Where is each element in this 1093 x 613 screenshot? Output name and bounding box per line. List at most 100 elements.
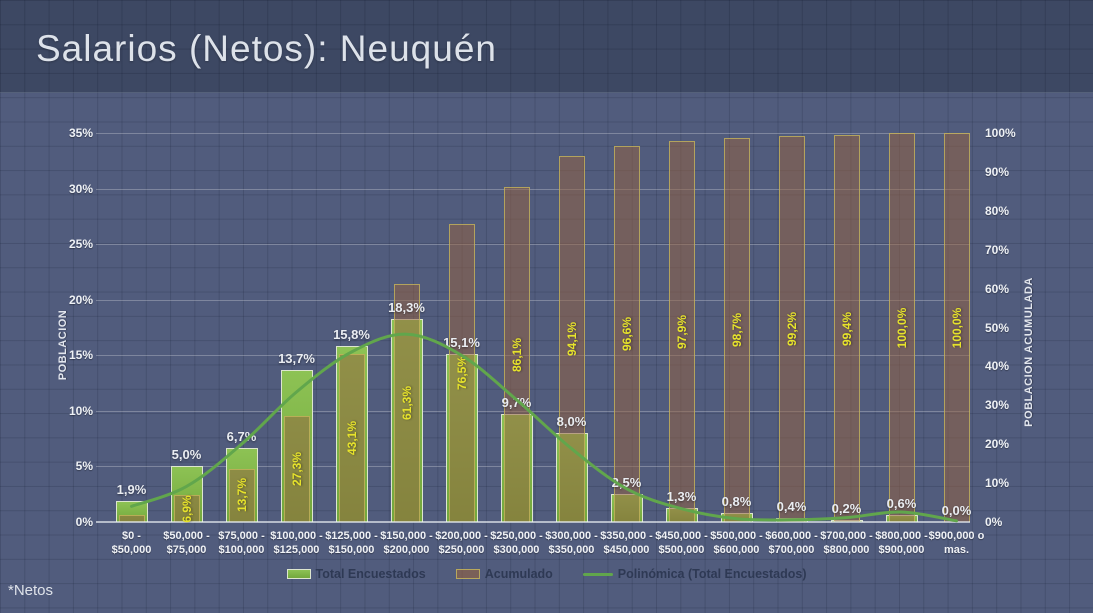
- x-axis-label-line: $50,000 -: [163, 530, 210, 542]
- x-axis-label-line: $75,000 -: [218, 530, 265, 542]
- chart-legend: Total Encuestados Acumulado Polinómica (…: [0, 567, 1093, 581]
- total-encuestados-data-label: 5,0%: [171, 447, 202, 463]
- x-axis-label-line: $800,000 -: [875, 530, 928, 542]
- legend-item-polinomica: Polinómica (Total Encuestados): [582, 567, 807, 581]
- x-axis-label-line: $100,000: [218, 543, 265, 556]
- x-axis-label-line: $200,000: [383, 543, 430, 556]
- x-axis-label-line: $250,000: [438, 543, 485, 556]
- x-axis-label-line: $100,000 -: [270, 530, 323, 542]
- acumulado-data-label: 61,3%: [399, 385, 414, 420]
- x-axis-label: $125,000 - $150,000: [324, 530, 380, 557]
- legend-label: Total Encuestados: [315, 567, 426, 581]
- right-axis-tick: 70%: [985, 242, 1010, 257]
- left-axis-tick: 10%: [68, 403, 93, 418]
- total-encuestados-data-label: 15,8%: [333, 327, 370, 343]
- left-axis-title: POBLACION: [57, 309, 69, 381]
- left-axis-tick: 20%: [68, 292, 93, 307]
- x-axis-label: $450,000 - $500,000: [654, 530, 710, 557]
- green-bar-swatch-icon: [286, 569, 311, 579]
- x-axis-label: $800,000 - $900,000: [874, 530, 930, 557]
- x-axis-label-line: $0 - $50,000: [111, 530, 152, 556]
- x-axis-label-line: $600,000: [713, 543, 760, 556]
- left-axis-tick: 15%: [68, 348, 93, 363]
- acumulado-data-label: 100,0%: [894, 307, 909, 348]
- total-encuestados-data-label: 13,7%: [278, 350, 315, 366]
- x-axis-label: $300,000 - $350,000: [544, 530, 600, 557]
- left-axis-tick: 35%: [68, 126, 93, 140]
- acumulado-data-label: 43,1%: [344, 421, 359, 456]
- x-axis-label-line: $125,000: [273, 543, 320, 556]
- trendline-swatch-icon: [582, 572, 613, 576]
- x-axis-label: $700,000 - $800,000: [819, 530, 875, 557]
- acumulado-data-label: 98,7%: [729, 313, 744, 348]
- x-axis-label: $600,000 - $700,000: [764, 530, 820, 557]
- x-axis-label-line: $150,000 -: [380, 530, 433, 542]
- x-axis-label: $0 - $50,000: [104, 530, 160, 557]
- x-axis-label: $150,000 - $200,000: [379, 530, 435, 557]
- legend-label: Acumulado: [484, 567, 553, 581]
- total-encuestados-data-label: 15,1%: [443, 335, 480, 351]
- total-encuestados-data-label: 18,3%: [388, 299, 425, 315]
- right-axis-tick: 100%: [985, 126, 1016, 140]
- right-axis-tick: 40%: [985, 359, 1010, 374]
- x-axis-label: $50,000 - $75,000: [159, 530, 215, 557]
- x-axis-label: $200,000 - $250,000: [434, 530, 490, 557]
- x-axis-label-line: $900,000 o: [928, 530, 985, 542]
- x-axis-baseline: [96, 521, 970, 523]
- total-encuestados-data-label: 1,9%: [116, 481, 147, 497]
- right-axis-tick: 30%: [985, 398, 1010, 413]
- legend-item-acumulado: Acumulado: [455, 567, 553, 581]
- x-axis-label-line: $250,000 -: [490, 530, 543, 542]
- x-axis-label-line: $125,000 -: [325, 530, 378, 542]
- acumulado-data-label: 96,6%: [619, 317, 634, 352]
- x-axis-label: $500,000 - $600,000: [709, 530, 765, 557]
- acumulado-data-label: 76,5%: [454, 356, 469, 391]
- x-axis-label-line: $300,000 -: [545, 530, 598, 542]
- acumulado-data-label: 86,1%: [509, 337, 524, 372]
- right-axis-tick: 90%: [985, 164, 1010, 179]
- acumulado-data-label: 94,1%: [564, 321, 579, 356]
- x-axis-label: $250,000 - $300,000: [489, 530, 545, 557]
- total-encuestados-data-label: 9,7%: [501, 395, 532, 411]
- gridline-25: [96, 244, 970, 246]
- page-title: Salarios (Netos): Neuquén: [36, 28, 497, 69]
- x-axis-label-line: $500,000: [658, 543, 705, 556]
- right-axis-tick: 20%: [985, 437, 1010, 452]
- right-axis-tick: 60%: [985, 281, 1010, 296]
- x-axis-label: $350,000 - $450,000: [599, 530, 655, 557]
- x-axis-label-line: $450,000: [603, 543, 650, 556]
- acumulado-data-label: 97,9%: [674, 314, 689, 349]
- acumulado-data-label: 6,9%: [179, 494, 194, 523]
- x-axis-label-line: $700,000 -: [820, 530, 873, 542]
- x-axis-label-line: $700,000: [768, 543, 815, 556]
- x-axis-label-line: $900,000: [878, 543, 925, 556]
- x-axis-label-line: $450,000 -: [655, 530, 708, 542]
- acumulado-data-label: 27,3%: [289, 451, 304, 486]
- x-axis-label-line: $800,000: [823, 543, 870, 556]
- acumulado-data-label: 13,7%: [234, 478, 249, 513]
- left-axis-tick: 0%: [75, 515, 93, 529]
- brown-bar-swatch-icon: [455, 569, 480, 579]
- report-header: Salarios (Netos): Neuquén: [0, 0, 1093, 93]
- x-axis-label-line: $350,000: [548, 543, 595, 556]
- total-encuestados-data-label: 0,0%: [941, 503, 972, 518]
- right-axis-tick: 10%: [985, 476, 1010, 491]
- left-axis-tick: 5%: [75, 459, 93, 474]
- right-axis-tick: 0%: [985, 515, 1003, 529]
- footnote: *Netos: [8, 582, 54, 599]
- x-axis-label: $100,000 - $125,000: [269, 530, 325, 557]
- legend-item-total-encuestados: Total Encuestados: [286, 567, 426, 581]
- total-encuestados-data-label: 8,0%: [556, 414, 587, 430]
- x-axis-label-line: $200,000 -: [435, 530, 488, 542]
- gridline-30: [96, 188, 970, 190]
- x-axis-label-line: $150,000: [328, 543, 375, 556]
- legend-label: Polinómica (Total Encuestados): [617, 567, 807, 581]
- right-axis-tick: 50%: [985, 320, 1010, 335]
- x-axis-label-line: $600,000 -: [765, 530, 818, 542]
- x-axis-label-line: $300,000: [493, 543, 540, 556]
- x-axis-label-line: $75,000: [166, 543, 207, 556]
- gridline-35: [96, 133, 970, 134]
- right-axis-tick: 80%: [985, 203, 1010, 218]
